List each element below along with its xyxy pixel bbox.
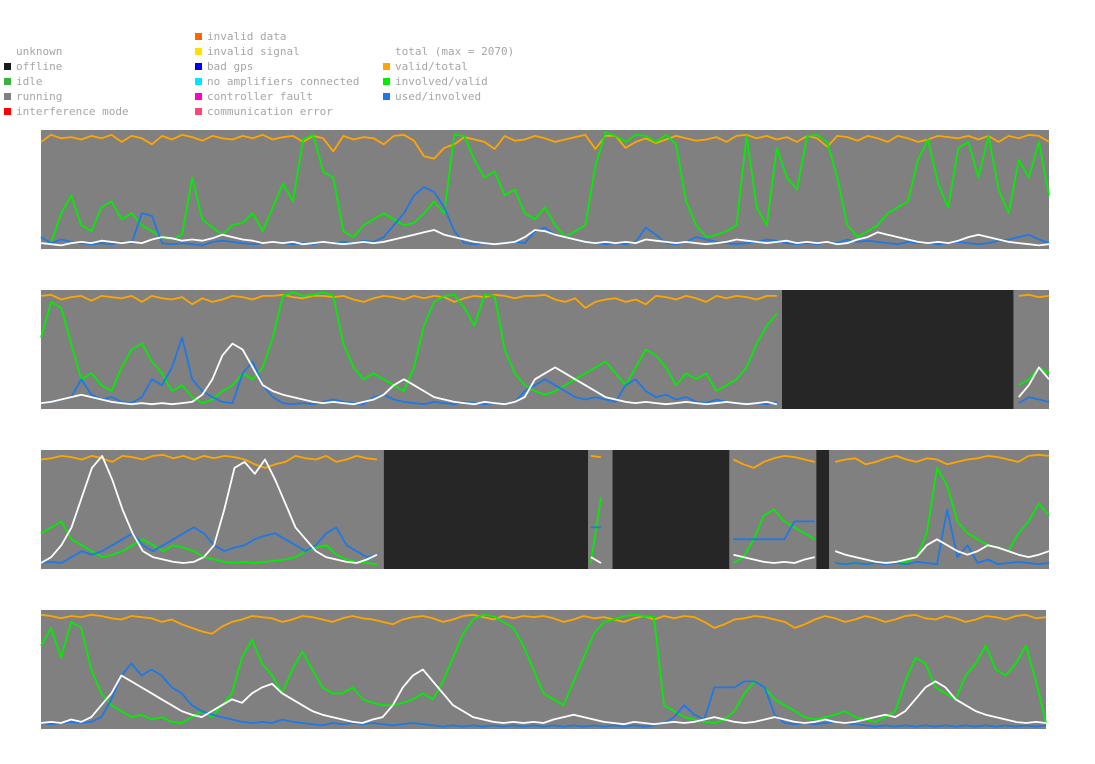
legend-swatch — [383, 93, 390, 100]
legend-label: no amplifiers connected — [207, 75, 360, 88]
series-line-involved-valid — [40, 131, 1050, 244]
series-line-involved-valid — [40, 467, 1050, 566]
legend-swatch — [4, 78, 11, 85]
chart-panel-4 — [40, 610, 1047, 729]
legend-swatch — [195, 78, 202, 85]
legend-label: communication error — [207, 105, 333, 118]
legend-label: total (max = 2070) — [395, 45, 515, 58]
series-line-total — [40, 455, 1050, 564]
series-line-total — [40, 668, 1047, 726]
state-segment-running — [41, 290, 782, 409]
legend-label: valid/total — [395, 60, 468, 73]
legend-label: used/involved — [395, 90, 482, 103]
legend-label: unknown — [16, 45, 63, 58]
legend-swatch — [195, 108, 202, 115]
legend-label: controller fault — [207, 90, 313, 103]
legend-label: running — [16, 90, 63, 103]
state-segment-running — [41, 610, 1046, 729]
series-line-used-involved — [40, 508, 1050, 566]
legend-label: interference mode — [16, 105, 129, 118]
legend: unknown offline idle running interferenc… — [0, 0, 1095, 125]
state-segment-running — [41, 130, 1049, 249]
state-segment-offline — [383, 450, 589, 569]
legend-label: bad gps — [207, 60, 254, 73]
legend-swatch — [195, 93, 202, 100]
chart-panel-2 — [40, 290, 1050, 409]
legend-swatch — [195, 48, 202, 55]
legend-swatch — [4, 108, 11, 115]
state-segment-offline — [816, 450, 830, 569]
legend-label: invalid signal — [207, 45, 300, 58]
chart-panel-1 — [40, 130, 1050, 249]
legend-swatch — [4, 63, 11, 70]
series-line-used-involved — [40, 336, 1050, 406]
legend-label: involved/valid — [395, 75, 488, 88]
series-line-total — [40, 229, 1050, 247]
state-segment-running — [41, 450, 384, 569]
series-line-involved-valid — [40, 613, 1047, 724]
series-line-involved-valid — [40, 291, 1050, 404]
series-line-valid-total — [40, 293, 1050, 309]
series-line-total — [40, 342, 1050, 406]
legend-swatch — [195, 63, 202, 70]
state-segment-running — [1013, 290, 1049, 409]
series-line-valid-total — [40, 453, 1050, 469]
series-line-valid-total — [40, 613, 1047, 635]
legend-swatch — [4, 93, 11, 100]
legend-label: idle — [16, 75, 43, 88]
chart-panel-3 — [40, 450, 1050, 569]
series-line-used-involved — [40, 186, 1050, 247]
legend-swatch — [383, 63, 390, 70]
legend-label: invalid data — [207, 30, 287, 43]
legend-swatch — [383, 78, 390, 85]
legend-label: offline — [16, 60, 63, 73]
legend-swatch — [195, 33, 202, 40]
series-line-valid-total — [40, 133, 1050, 160]
state-segment-offline — [781, 290, 1014, 409]
state-segment-offline — [612, 450, 730, 569]
